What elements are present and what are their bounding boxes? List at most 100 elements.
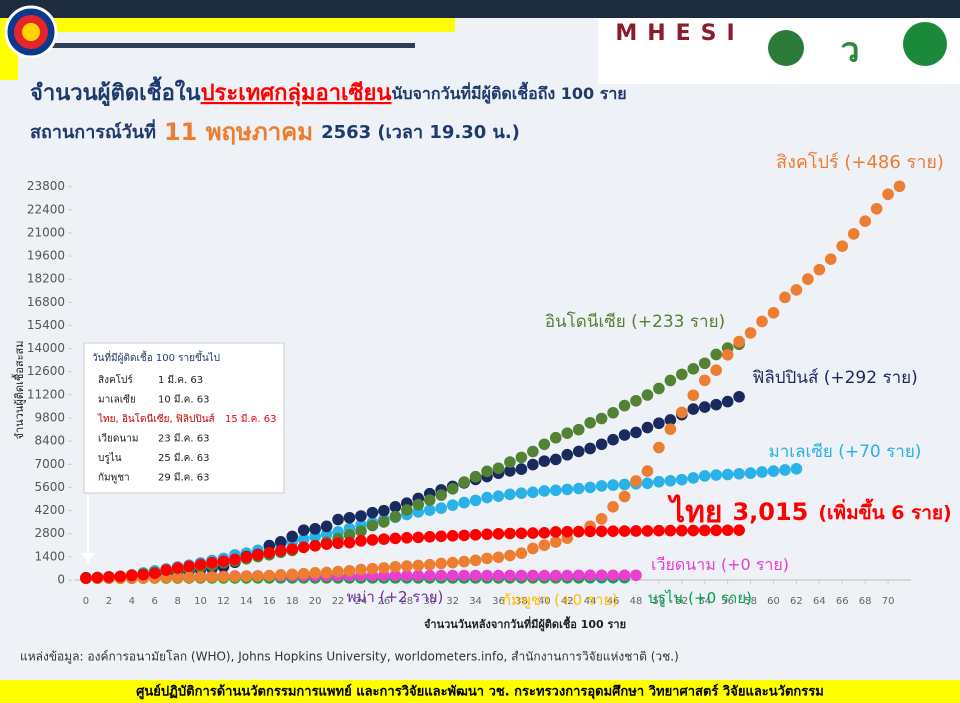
data-dot	[332, 565, 344, 578]
data-dot	[343, 536, 356, 549]
source: แหล่งข้อมูล: องค์การอนามัยโลก (WHO), Joh…	[20, 650, 679, 665]
y-tick-label: 5600	[34, 480, 65, 494]
data-dot	[217, 555, 230, 568]
data-dot	[435, 557, 447, 570]
note-date: 1 มี.ค. 63	[158, 374, 203, 386]
data-dot	[698, 524, 711, 537]
data-dot	[320, 566, 333, 579]
data-dot	[882, 188, 894, 201]
data-dot	[733, 467, 745, 480]
data-dot	[710, 348, 722, 361]
series-name: กัมพูชา (+0 ราย)	[502, 591, 618, 609]
y-tick-label: 12600	[27, 364, 65, 378]
x-tick-label: 40	[538, 596, 551, 607]
note-country: เวียดนาม	[98, 433, 138, 445]
data-dot	[504, 569, 516, 582]
data-dot	[240, 570, 253, 583]
data-dot	[721, 468, 734, 481]
data-dot	[607, 525, 619, 537]
series-name: เวียดนาม (+0 ราย)	[651, 555, 789, 574]
data-dot	[779, 464, 791, 476]
data-dot	[744, 327, 757, 339]
data-dot	[492, 462, 505, 475]
data-dot	[595, 480, 608, 492]
data-dot	[893, 180, 906, 193]
data-dot	[561, 525, 574, 538]
x-tick-label: 54	[698, 596, 711, 607]
x-tick-label: 0	[83, 596, 89, 607]
data-dot	[744, 467, 757, 479]
data-dot	[309, 523, 321, 535]
data-dot	[572, 482, 585, 495]
x-tick-label: 28	[400, 596, 413, 607]
series-label-part: 3,015	[732, 498, 808, 526]
y-tick-label: 22400	[27, 202, 65, 216]
data-dot	[378, 504, 390, 517]
data-dot	[492, 551, 505, 564]
data-dot	[137, 568, 150, 581]
data-dot	[870, 202, 883, 215]
data-dot	[194, 571, 207, 583]
x-tick-label: 20	[309, 596, 322, 607]
data-dot	[527, 569, 539, 582]
note-date: 23 มี.ค. 63	[158, 433, 209, 445]
series-name: พม่า (+2 ราย)	[347, 588, 444, 606]
series-label: อินโดนีเซีย (+233 ราย)	[545, 311, 725, 332]
data-dot	[802, 273, 814, 285]
y-tick-label: 18200	[27, 272, 65, 286]
data-dot	[378, 516, 390, 528]
data-dot	[240, 551, 253, 563]
data-dot	[320, 520, 333, 533]
series-name: อินโดนีเซีย (+233 ราย)	[545, 311, 725, 332]
data-dot	[446, 499, 459, 511]
y-tick-label: 2800	[34, 526, 65, 540]
data-dot	[366, 562, 379, 575]
data-dot	[458, 569, 470, 582]
data-dot	[618, 490, 631, 503]
y-tick-label: 4200	[34, 503, 65, 517]
data-dot	[630, 475, 642, 487]
data-dot	[366, 506, 379, 519]
data-dot	[492, 528, 505, 540]
data-dot	[721, 524, 734, 537]
series-label: ฟิลิปปินส์ (+292 ราย)	[752, 368, 917, 388]
data-dot	[194, 558, 207, 571]
y-tick-label: 19600	[27, 249, 65, 263]
data-dot	[676, 406, 688, 419]
data-dot	[630, 569, 642, 582]
data-dot	[572, 423, 585, 436]
x-tick-label: 68	[859, 596, 872, 607]
data-dot	[297, 524, 310, 536]
note-box	[83, 342, 285, 494]
subtitle-part: สถานการณ์วันที่	[30, 119, 156, 143]
data-dot	[423, 504, 436, 516]
data-dot	[309, 540, 321, 552]
data-dot	[297, 541, 310, 554]
data-dot	[618, 399, 631, 412]
data-dot	[721, 395, 734, 408]
data-dot	[527, 445, 539, 458]
data-dot	[469, 470, 482, 483]
data-dot	[401, 560, 413, 572]
series-label: ไทย 3,015 (เพิ่มขึ้น 6 ราย)	[667, 494, 952, 530]
x-tick-label: 18	[286, 596, 299, 607]
data-dot	[458, 496, 470, 509]
data-dot	[343, 564, 356, 577]
data-dot	[595, 569, 608, 582]
data-dot	[171, 562, 184, 574]
data-dot	[607, 479, 619, 491]
data-dot	[607, 406, 619, 419]
data-dot	[515, 547, 528, 559]
data-dot	[653, 382, 665, 395]
data-dot	[343, 511, 356, 524]
x-tick-label: 60	[767, 596, 780, 607]
x-tick-label: 50	[653, 596, 666, 607]
data-dot	[549, 453, 562, 466]
data-dot	[538, 527, 551, 539]
data-dot	[618, 478, 631, 491]
data-dot	[423, 531, 436, 543]
data-dot	[366, 519, 379, 532]
data-dot	[217, 570, 230, 583]
x-tick-label: 62	[790, 596, 803, 607]
